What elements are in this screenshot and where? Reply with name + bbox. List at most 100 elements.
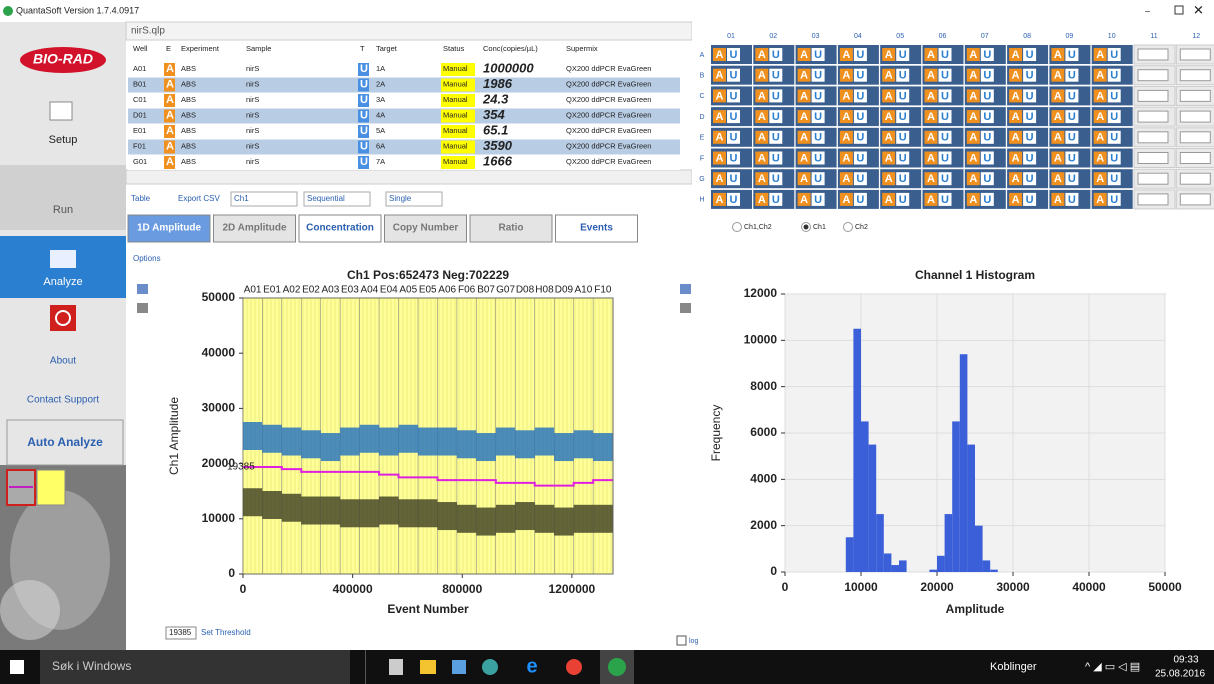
table-cell: ABS [181, 126, 196, 135]
well-text: A [927, 70, 935, 82]
taskbar-app[interactable] [566, 659, 582, 675]
well-text: A [800, 49, 808, 61]
well-label: E04 [380, 285, 398, 296]
scrollbar[interactable] [126, 170, 692, 184]
power-button[interactable] [50, 305, 76, 331]
nav-button[interactable]: Auto Analyze [27, 435, 103, 449]
nav-button[interactable]: About [50, 356, 76, 367]
well-text: U [941, 194, 949, 206]
log-label[interactable]: log [689, 638, 698, 645]
toolbar-item[interactable]: Ch1 [234, 194, 249, 203]
well-inner [1138, 111, 1168, 122]
taskbar-app[interactable] [452, 660, 466, 674]
minimize[interactable]: – [1145, 5, 1150, 15]
droplet-cluster [593, 505, 612, 533]
tab-label[interactable]: Concentration [306, 223, 374, 234]
well-text: U [1068, 194, 1076, 206]
tab-label[interactable]: Copy Number [393, 223, 459, 234]
well-label: A05 [399, 285, 417, 296]
taskbar-app[interactable]: e [526, 655, 537, 677]
droplet-cluster [360, 499, 379, 527]
clock-date[interactable]: 25.08.2016 [1155, 669, 1205, 680]
toolbar-item[interactable]: Export CSV [178, 194, 220, 203]
options-link[interactable]: Options [133, 254, 161, 263]
well-text: U [899, 152, 907, 164]
x-tick-label: 40000 [1072, 580, 1106, 594]
search-text[interactable]: Søk i Windows [52, 659, 131, 673]
taskbar-app[interactable] [482, 659, 498, 675]
y-tick-label: 10000 [202, 511, 236, 525]
table-cell: Manual [443, 79, 468, 88]
nav-button[interactable]: Setup [49, 134, 78, 146]
droplet-cluster [282, 428, 301, 456]
toolbar-item[interactable]: Sequential [307, 194, 345, 203]
start-button[interactable] [10, 660, 24, 674]
nav-button[interactable]: Run [53, 204, 73, 216]
links-toolbar[interactable]: Koblinger [990, 661, 1037, 673]
radio-label[interactable]: Ch1 [813, 224, 826, 231]
well-text: A [758, 49, 766, 61]
table-cell: QX200 ddPCR EvaGreen [566, 157, 651, 166]
table-cell: 5A [376, 126, 385, 135]
radio[interactable] [844, 223, 853, 232]
radio-label[interactable]: Ch2 [855, 224, 868, 231]
tab-label[interactable]: 2D Amplitude [222, 223, 287, 234]
toolbar-item[interactable]: Single [389, 194, 412, 203]
taskbar-app[interactable] [389, 659, 403, 675]
well-label: A01 [244, 285, 262, 296]
well-text: A [927, 132, 935, 144]
tray-icons[interactable]: ^ ◢ ▭ ◁ ▤ [1085, 661, 1140, 673]
histogram-bar [891, 565, 899, 572]
y-tick-label: 6000 [750, 425, 777, 439]
table-cell: E01 [133, 126, 146, 135]
radio-label[interactable]: Ch1,Ch2 [744, 224, 772, 231]
table-cell: U [360, 94, 368, 106]
print-icon[interactable] [680, 303, 691, 313]
x-tick-label: 1200000 [549, 582, 596, 596]
threshold-value[interactable]: 19385 [169, 628, 192, 637]
table-cell: A [166, 109, 174, 121]
nav-button[interactable]: Analyze [43, 276, 82, 288]
well-text: A [800, 111, 808, 123]
histogram-bar [990, 570, 998, 572]
radio[interactable] [733, 223, 742, 232]
tab-label[interactable]: Events [580, 223, 613, 234]
well-text: A [800, 173, 808, 185]
plate-row: B [700, 73, 705, 80]
histogram-bar [929, 570, 937, 572]
close[interactable]: ✕ [1193, 2, 1204, 17]
tab-label[interactable]: 1D Amplitude [137, 223, 202, 234]
copy-icon[interactable] [680, 284, 691, 294]
well-text: A [1054, 90, 1062, 102]
table-cell: QX200 ddPCR EvaGreen [566, 64, 651, 73]
plate-column: 06 [939, 33, 947, 40]
plate-column: 04 [854, 33, 862, 40]
print-icon[interactable] [137, 303, 148, 313]
table-cell: U [360, 78, 368, 90]
y-tick-label: 10000 [744, 333, 778, 347]
well-text: U [1068, 90, 1076, 102]
copy-icon[interactable] [137, 284, 148, 294]
table-header: E [166, 44, 171, 53]
well-inner [1180, 90, 1210, 101]
well-text: A [1012, 152, 1020, 164]
well-text: U [1110, 152, 1118, 164]
mode-button[interactable] [37, 470, 65, 505]
x-tick-label: 50000 [1148, 580, 1182, 594]
taskbar-app[interactable] [608, 658, 626, 676]
taskbar-app[interactable] [420, 660, 436, 674]
well-text: A [716, 173, 724, 185]
droplet-cluster [476, 433, 495, 461]
set-threshold[interactable]: Set Threshold [201, 628, 251, 637]
well-text: U [814, 111, 822, 123]
nav-run[interactable] [0, 165, 126, 230]
log-checkbox[interactable] [677, 636, 686, 645]
well-text: A [800, 70, 808, 82]
tab-label[interactable]: Ratio [499, 223, 524, 234]
nav-button[interactable]: Contact Support [27, 395, 99, 406]
toolbar-item[interactable]: Table [131, 194, 151, 203]
well-text: U [1110, 49, 1118, 61]
clock-time[interactable]: 09:33 [1173, 655, 1198, 666]
well-text: U [983, 49, 991, 61]
well-text: U [941, 70, 949, 82]
